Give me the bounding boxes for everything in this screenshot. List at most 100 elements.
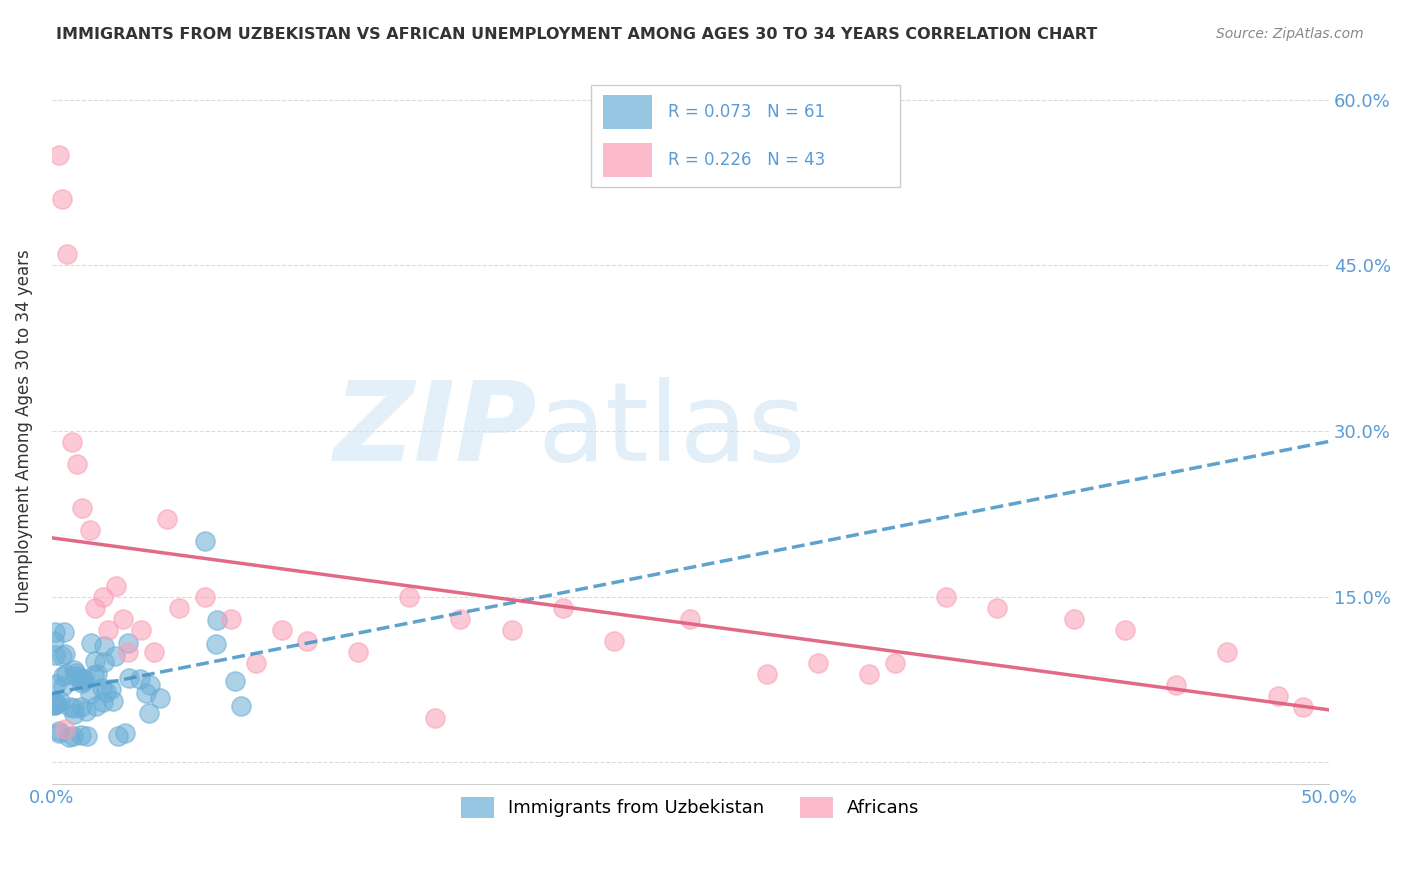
Point xyxy=(219,612,242,626)
Point xyxy=(83,668,105,682)
Point xyxy=(100,681,122,696)
Point xyxy=(44,625,66,640)
Point xyxy=(51,668,73,682)
Legend: Immigrants from Uzbekistan, Africans: Immigrants from Uzbekistan, Africans xyxy=(454,789,927,825)
Point xyxy=(44,648,66,662)
Point xyxy=(51,648,73,663)
Point xyxy=(104,578,127,592)
Point xyxy=(44,633,66,648)
Point xyxy=(44,696,66,710)
Point xyxy=(103,693,125,707)
Point xyxy=(86,667,108,681)
Point xyxy=(62,663,84,677)
Point xyxy=(59,700,82,714)
Point xyxy=(112,612,135,626)
Text: ZIP: ZIP xyxy=(333,377,537,484)
Point xyxy=(73,672,96,686)
Point xyxy=(1063,612,1085,626)
Point xyxy=(52,679,75,693)
Point xyxy=(53,722,76,736)
Point xyxy=(45,676,67,690)
Point xyxy=(450,612,472,626)
Point xyxy=(169,600,191,615)
Point xyxy=(63,701,86,715)
Point xyxy=(603,633,626,648)
Point xyxy=(48,148,70,162)
Point xyxy=(1216,645,1239,659)
Point xyxy=(76,729,98,743)
Point xyxy=(104,648,127,663)
Point xyxy=(107,729,129,743)
Point xyxy=(135,686,157,700)
Point xyxy=(986,600,1008,615)
Point xyxy=(194,534,217,549)
FancyBboxPatch shape xyxy=(591,85,900,187)
Point xyxy=(1267,689,1289,703)
Point xyxy=(65,669,87,683)
Point xyxy=(83,654,105,668)
Point xyxy=(69,671,91,685)
Point xyxy=(551,600,574,615)
Point xyxy=(117,645,139,659)
Point xyxy=(48,694,70,708)
Point xyxy=(138,706,160,720)
Point xyxy=(679,612,702,626)
Point xyxy=(935,590,957,604)
Point xyxy=(1114,623,1136,637)
Text: atlas: atlas xyxy=(537,377,806,484)
Point xyxy=(70,699,93,714)
Point xyxy=(423,711,446,725)
Point xyxy=(114,726,136,740)
Point xyxy=(70,675,93,690)
Point xyxy=(117,671,139,685)
Point xyxy=(224,673,246,688)
Point xyxy=(53,647,76,661)
Point xyxy=(65,666,87,681)
Point xyxy=(205,637,228,651)
Point xyxy=(90,681,112,695)
Point xyxy=(46,697,69,711)
Point xyxy=(52,625,75,640)
Point xyxy=(129,623,152,637)
Point xyxy=(84,699,107,714)
Point xyxy=(66,457,89,471)
Point xyxy=(84,600,107,615)
Point xyxy=(44,698,66,713)
Point xyxy=(205,613,228,627)
Point xyxy=(72,674,94,689)
Point xyxy=(79,687,101,701)
Point xyxy=(756,667,779,681)
Point xyxy=(93,655,115,669)
Y-axis label: Unemployment Among Ages 30 to 34 years: Unemployment Among Ages 30 to 34 years xyxy=(15,249,32,613)
Point xyxy=(398,590,420,604)
Point xyxy=(139,678,162,692)
Point xyxy=(44,698,66,712)
Point xyxy=(91,695,114,709)
Point xyxy=(156,512,179,526)
Point xyxy=(347,645,370,659)
Text: Source: ZipAtlas.com: Source: ZipAtlas.com xyxy=(1216,27,1364,41)
Point xyxy=(80,636,103,650)
Point xyxy=(295,633,318,648)
Point xyxy=(194,590,217,604)
Point xyxy=(56,247,79,261)
Point xyxy=(1164,678,1187,692)
Point xyxy=(807,656,830,670)
Point xyxy=(97,623,120,637)
Point xyxy=(1292,700,1315,714)
Point xyxy=(93,639,115,653)
Point xyxy=(62,729,84,743)
Text: R = 0.226   N = 43: R = 0.226 N = 43 xyxy=(668,151,825,169)
Point xyxy=(501,623,523,637)
Point xyxy=(270,623,292,637)
Point xyxy=(58,731,80,745)
FancyBboxPatch shape xyxy=(603,144,652,177)
Point xyxy=(142,645,165,659)
Point xyxy=(48,725,70,739)
Point xyxy=(75,704,97,718)
Point xyxy=(94,684,117,698)
Point xyxy=(48,724,70,739)
Point xyxy=(91,590,114,604)
Point xyxy=(149,691,172,706)
Point xyxy=(79,524,101,538)
